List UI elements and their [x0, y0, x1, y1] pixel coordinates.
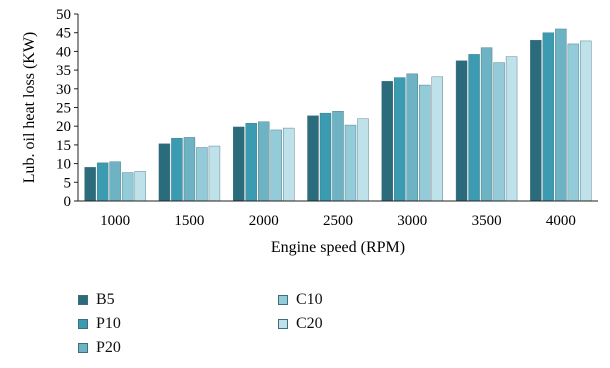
x-tick-label: 3000 [397, 213, 427, 229]
y-tick-label: 5 [64, 175, 72, 191]
legend-swatch [278, 295, 288, 305]
bar-c20-2500 [357, 118, 369, 202]
x-tick-label: 4000 [546, 213, 576, 229]
legend-item-c10: C10 [278, 289, 323, 311]
legend-swatch [78, 343, 88, 353]
bar-p10-2500 [319, 112, 332, 202]
y-tick-label: 30 [56, 82, 71, 98]
bar-b5-2500 [307, 115, 319, 202]
bar-b5-4000 [530, 39, 542, 202]
legend-label: P20 [96, 339, 121, 356]
bar-p20-3000 [406, 73, 418, 202]
bar-p20-2000 [258, 121, 270, 202]
bar-c20-4000 [580, 40, 592, 202]
bar-p20-4000 [555, 28, 567, 202]
bar-p10-3000 [394, 77, 406, 202]
x-tick-label: 3500 [472, 213, 502, 229]
bar-p10-2000 [245, 123, 257, 202]
bar-c10-1500 [196, 147, 208, 202]
bar-p10-4000 [542, 32, 555, 202]
y-tick-label: 25 [56, 101, 71, 117]
bar-p20-2500 [332, 111, 344, 202]
legend-item-p20: P20 [78, 337, 121, 359]
y-tick-label: 35 [56, 63, 71, 79]
legend-label: C10 [296, 291, 323, 308]
y-axis-title: Lub. oil heat loss (KW) [21, 32, 38, 184]
x-axis-title: Engine speed (RPM) [271, 239, 405, 256]
x-tick-label: 1500 [174, 213, 204, 229]
bar-c10-1000 [121, 172, 134, 202]
bar-c10-3000 [419, 84, 431, 202]
bar-c20-3500 [505, 56, 518, 202]
x-tick-label: 2500 [323, 213, 353, 229]
x-axis-ticks: 1000 1500 2000 2500 3000 3500 4000 [100, 213, 576, 229]
legend-item-p10: P10 [78, 313, 121, 335]
bars-group [84, 28, 592, 202]
legend-swatch [278, 319, 288, 329]
bar-c20-2000 [283, 127, 295, 202]
legend-label: B5 [96, 291, 115, 308]
bar-c20-1500 [208, 145, 221, 202]
x-tick-label: 1000 [100, 213, 130, 229]
bar-c10-2500 [344, 124, 357, 202]
bar-b5-2000 [233, 126, 245, 202]
legend-swatch [78, 295, 88, 305]
y-tick-label: 40 [56, 44, 71, 60]
chart-legend: B5 P10 P20 C10 C20 [78, 289, 408, 365]
y-tick-label: 10 [56, 157, 71, 173]
y-tick-label: 45 [56, 26, 71, 42]
legend-label: C20 [296, 315, 323, 332]
bar-c10-2000 [270, 129, 282, 202]
bar-b5-3000 [381, 81, 393, 202]
x-tick-label: 2000 [249, 213, 279, 229]
bar-b5-1000 [84, 167, 96, 202]
y-axis-ticks: 0 5 10 15 20 25 30 35 40 45 50 [56, 7, 78, 210]
bar-c10-4000 [567, 43, 580, 202]
bar-p20-1000 [109, 161, 121, 202]
bar-b5-3500 [455, 60, 468, 202]
bar-p10-3500 [468, 54, 480, 202]
bar-c20-3000 [431, 76, 443, 202]
legend-item-c20: C20 [278, 313, 323, 335]
bar-c20-1000 [134, 171, 146, 202]
bar-c10-3500 [493, 62, 505, 202]
legend-item-b5: B5 [78, 289, 115, 311]
y-tick-label: 20 [56, 119, 71, 135]
y-tick-label: 15 [56, 138, 71, 154]
bar-p20-1500 [183, 137, 196, 202]
legend-swatch [78, 319, 88, 329]
bar-p10-1500 [171, 137, 183, 202]
legend-label: P10 [96, 315, 121, 332]
bar-p10-1000 [96, 162, 109, 202]
y-tick-label: 0 [64, 194, 72, 210]
y-tick-label: 50 [56, 7, 71, 23]
bar-b5-1500 [158, 143, 171, 202]
bar-p20-3500 [480, 47, 493, 202]
